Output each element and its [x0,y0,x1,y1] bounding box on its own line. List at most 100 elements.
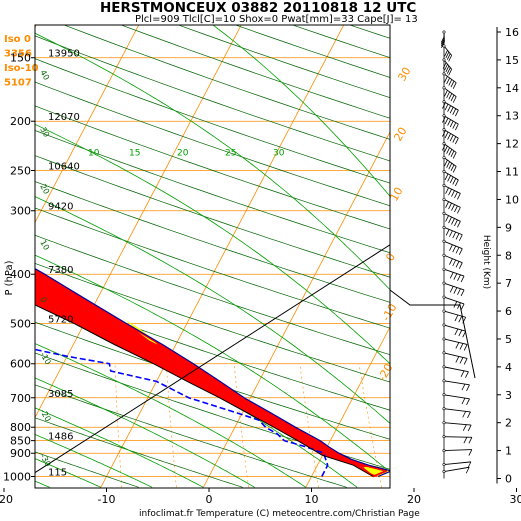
wind-barb-feather [450,164,455,171]
wind-barb-feather [457,207,461,214]
geopotential-label-500: 5720 [48,315,73,326]
wind-barb-feather [444,90,448,97]
wind-barb-feather [453,287,458,294]
chart-title: HERSTMONCEUX 03882 20110818 12 UTC [100,0,416,16]
wind-barb-shaft [443,461,471,465]
wind-barb-shaft [443,324,466,332]
isotherm-label-3: 0 [383,251,398,264]
height-tick-label-3: 3 [505,389,512,402]
wind-barb-23 [442,351,468,365]
wind-barb-feather [452,82,457,89]
wind-barb-feather [448,202,452,210]
wind-barb-dot [442,183,446,187]
level-info-3: 5107 [4,78,32,89]
wind-barb-16 [442,253,463,269]
p-tick-label-400: 400 [10,268,31,281]
wind-barb-19 [442,295,465,311]
wind-barb-32 [442,466,470,474]
wind-barb-feather [462,411,467,418]
wind-barb-feather [454,137,459,145]
wind-barb-10 [442,170,459,187]
wind-barb-11 [442,183,461,200]
wind-barb-feather [442,102,446,109]
wind-barb-dot [442,435,446,439]
wind-barb-feather [446,91,450,99]
wind-barb-shaft [443,157,457,167]
wind-barb-feather [457,302,461,309]
height-tick-label-0: 0 [505,473,512,486]
dry-adiabat [348,25,390,39]
wind-barb-18 [442,281,465,297]
dry-adiabat-label-2: 20 [38,183,51,196]
wind-barb-feather [460,370,465,377]
moist-adiabat [35,377,255,488]
wind-barb-28 [442,421,472,432]
dry-adiabat-label-0: 40 [38,69,51,82]
sounding-traces [35,244,390,478]
wind-barb-feather [447,105,451,112]
wind-barb-feather [444,145,448,153]
moist-adiabat [35,32,390,291]
p-tick-label-600: 600 [10,358,31,371]
isotherm-label-1: 20 [391,125,409,144]
wind-barb-feather [445,65,450,73]
wind-barb-feather [463,437,468,444]
wind-barb-feather [445,187,449,194]
dry-adiabat [35,105,390,230]
wind-barb-dot [442,114,446,118]
wind-barb-shaft [443,240,463,250]
wind-barb-dot [442,30,446,34]
moist-adiabat-label-4: 30 [273,149,285,159]
dry-adiabat-label-7: -30 [38,453,52,469]
wind-barb-feather [452,259,457,267]
wind-barb-feather [449,120,454,128]
wind-barb-shaft [443,366,469,373]
wind-barb-feather [448,93,453,100]
wind-barb-feather [465,371,469,378]
isotherm-label-0: 30 [395,65,413,84]
wind-barb-feather [444,50,448,57]
level-info-0: Iso 0 [4,34,31,45]
mixing-ratio-line [114,363,123,488]
wind-barb-21 [442,323,467,338]
wind-barb-dot [442,211,446,215]
wind-barb-feather [444,103,449,111]
wind-barb-feather [448,188,452,196]
geopotential-label-150: 13950 [48,49,80,60]
moist-adiabat [35,254,390,473]
height-axis-label: Height (Km) [481,235,491,289]
wind-barb-29 [442,435,473,444]
wind-barb-feather [440,36,445,43]
wind-barb-feather [462,424,467,431]
wind-barb-feather [449,258,453,265]
wind-barb-3 [442,72,457,89]
wind-barb-feather [454,219,458,227]
wind-barb-feather [445,201,449,208]
wind-barb-feather [458,329,463,337]
wind-barb-feather [458,234,463,241]
isotherm [202,131,390,488]
wind-barb-feather [449,134,454,142]
geopotential-label-200: 12070 [48,112,80,123]
level-info-1: 3356 [4,49,32,60]
level-info-2: Iso-10 [4,63,39,74]
height-tick-label-13: 13 [505,110,519,123]
wind-barb-feather [444,76,448,83]
wind-barb-shaft [443,466,470,472]
moist-adiabat-label-1: 15 [129,149,140,159]
wind-barb-feather [451,204,455,211]
height-tick-label-8: 8 [505,249,512,262]
wind-barb-feather [461,383,466,391]
dry-adiabat-label-3: 10 [38,239,51,252]
wind-barb-feather [459,357,464,364]
wind-barb-0 [440,30,446,48]
x-tick-label-20: 20 [407,493,421,506]
wind-barb-feather [455,261,460,268]
wind-barb-feather [453,301,458,308]
wind-barb-feather [466,398,470,405]
plot-frame [34,24,391,489]
dry-adiabat [291,25,390,59]
wind-barb-feather [446,53,451,60]
isotherm [35,25,242,419]
